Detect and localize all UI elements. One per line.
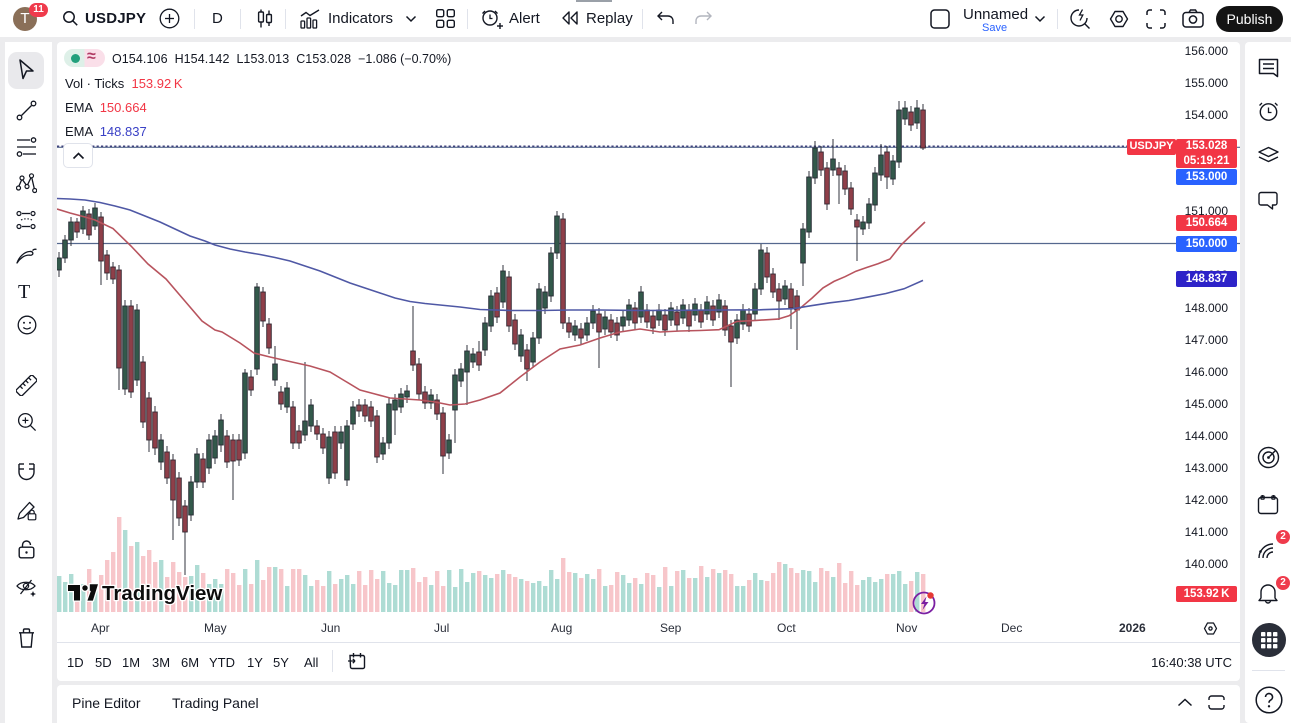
svg-text:TradingView: TradingView xyxy=(102,582,222,605)
